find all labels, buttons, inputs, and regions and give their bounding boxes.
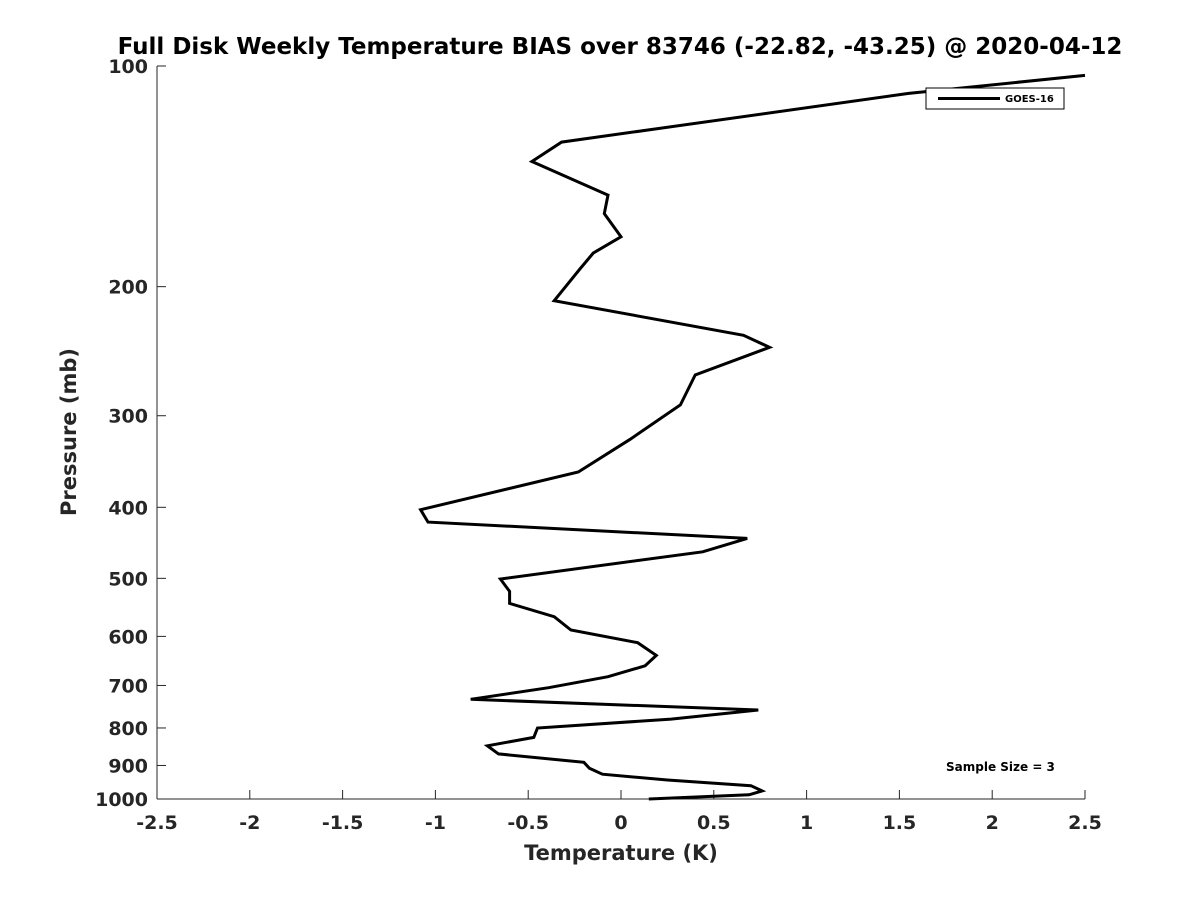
x-axis-label: Temperature (K): [524, 841, 718, 865]
y-tick-label: 400: [108, 497, 148, 519]
series-line-goes-16: [418, 73, 1086, 801]
y-tick-label: 300: [108, 406, 148, 428]
x-tick-label: -2: [239, 812, 260, 834]
legend: GOES-16: [925, 87, 1065, 110]
y-ticks: 100 200 300 400 500 600 700 800 900 1000: [95, 56, 166, 811]
y-tick-label: 600: [108, 626, 148, 648]
sample-size-annotation: Sample Size = 3: [946, 760, 1055, 774]
x-tick-label: 0.5: [697, 812, 731, 834]
chart-title: Full Disk Weekly Temperature BIAS over 8…: [118, 34, 1123, 60]
x-tick-label: -1.5: [322, 812, 364, 834]
y-tick-label: 200: [108, 277, 148, 299]
y-tick-label: 800: [108, 718, 148, 740]
x-tick-label: -1: [425, 812, 446, 834]
y-tick-label: 1000: [95, 789, 148, 811]
y-tick-label: 500: [108, 568, 148, 590]
legend-label-goes-16: GOES-16: [1005, 94, 1054, 105]
y-tick-label: 700: [108, 675, 148, 697]
x-tick-label: 2: [986, 812, 999, 834]
x-tick-label: 2.5: [1068, 812, 1102, 834]
plot-area: [157, 66, 1085, 799]
x-tick-label: -2.5: [136, 812, 178, 834]
y-axis-label: Pressure (mb): [57, 348, 81, 516]
x-tick-label: 1.5: [883, 812, 917, 834]
x-ticks: -2.5 -2 -1.5 -1 -0.5 0 0.5 1 1.5 2 2.5: [136, 790, 1102, 834]
y-tick-label: 100: [108, 56, 148, 78]
x-tick-label: 0: [614, 812, 627, 834]
x-tick-label: 1: [800, 812, 813, 834]
x-tick-label: -0.5: [507, 812, 549, 834]
y-tick-label: 900: [108, 755, 148, 777]
